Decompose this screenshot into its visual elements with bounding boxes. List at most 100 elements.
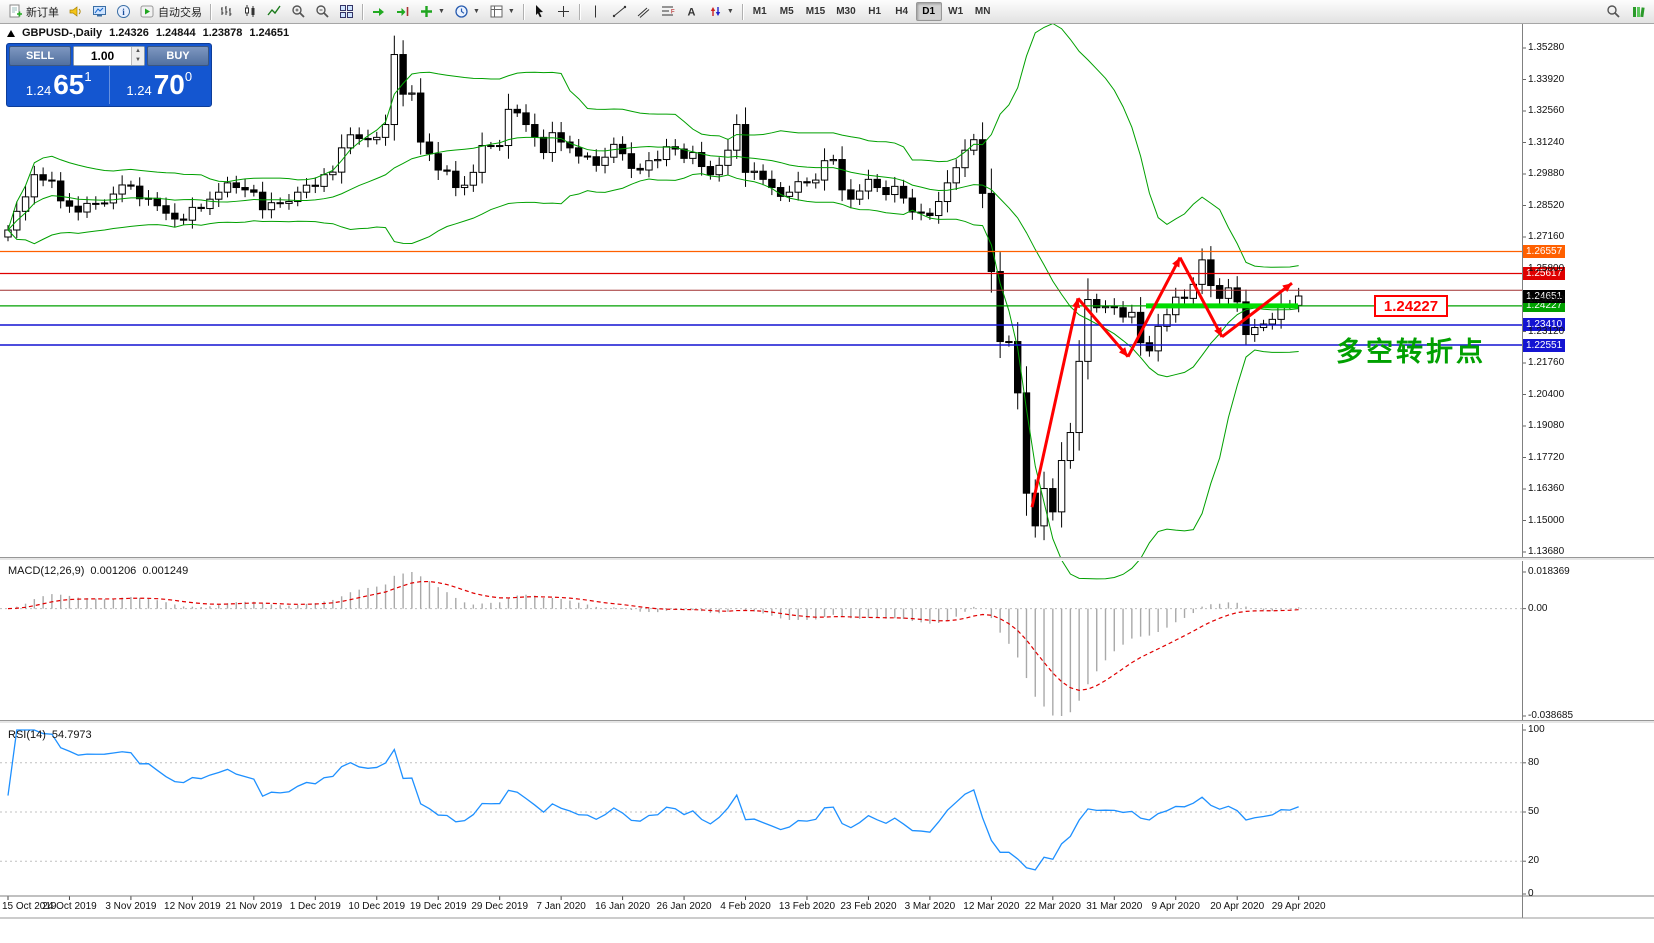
svg-text:A: A xyxy=(687,7,695,19)
crosshair-button[interactable] xyxy=(552,1,575,22)
main-toolbar: 新订单 i 自动交易 ▼ ▼ xyxy=(0,0,1654,24)
trendline-tool-button[interactable] xyxy=(608,1,631,22)
arrows-tool-button[interactable]: ▼ xyxy=(704,1,738,22)
trend-arrows[interactable] xyxy=(1030,256,1293,508)
line-chart-icon xyxy=(267,5,281,16)
new-order-icon xyxy=(9,4,22,18)
toolbar-separator xyxy=(522,3,524,20)
text-tool-button[interactable]: A xyxy=(680,1,703,22)
bar-chart-icon xyxy=(221,6,232,16)
buy-price-pips: 70 xyxy=(153,69,185,100)
horn-icon xyxy=(69,6,81,17)
svg-text:F: F xyxy=(671,10,675,16)
rsi-line xyxy=(7,729,1299,871)
favorites-button[interactable] xyxy=(1627,1,1650,22)
monitor-chart-icon xyxy=(93,6,106,17)
toolbar-separator xyxy=(741,3,743,20)
toolbar-separator xyxy=(210,3,211,20)
lot-size-field: ▲ ▼ xyxy=(73,46,145,66)
chart-shift-icon xyxy=(397,7,409,16)
info-icon: i xyxy=(117,5,130,18)
add-indicator-icon xyxy=(421,6,432,17)
tf-button-m5[interactable]: M5 xyxy=(779,6,794,17)
sell-price[interactable]: 1.24 65 1 xyxy=(9,66,110,104)
chevron-down-icon: ▼ xyxy=(507,8,515,15)
tf-button-m15[interactable]: M15 xyxy=(805,6,826,17)
macd-signal-line xyxy=(7,580,1299,691)
macd-histogram xyxy=(16,572,1300,716)
price-callout-label[interactable]: 1.24227 xyxy=(1374,295,1448,317)
candlestick-icon xyxy=(245,5,255,17)
cursor-button[interactable] xyxy=(528,1,551,22)
clock-icon xyxy=(455,5,468,18)
sound-alert-button[interactable] xyxy=(64,1,87,22)
candles xyxy=(4,35,1303,541)
new-order-label: 新订单 xyxy=(26,6,59,19)
sell-price-point: 1 xyxy=(84,69,92,84)
svg-text:i: i xyxy=(122,7,125,17)
tile-windows-icon xyxy=(340,5,353,18)
zoom-in-button[interactable] xyxy=(287,1,310,22)
buy-price[interactable]: 1.24 70 0 xyxy=(110,66,210,104)
vertical-line-tool-button[interactable] xyxy=(584,1,607,22)
tf-button-h1[interactable]: H1 xyxy=(868,6,882,17)
tf-button-mn[interactable]: MN xyxy=(974,6,991,17)
channel-icon xyxy=(637,7,650,18)
lot-spinner: ▲ ▼ xyxy=(131,47,144,65)
periods-button[interactable]: ▼ xyxy=(450,1,484,22)
buy-button[interactable]: BUY xyxy=(147,46,209,66)
sell-button[interactable]: SELL xyxy=(9,46,71,66)
bollinger-bands xyxy=(7,22,1299,580)
channel-tool-button[interactable] xyxy=(632,1,655,22)
books-icon xyxy=(1633,7,1645,18)
templates-button[interactable]: ▼ xyxy=(485,1,519,22)
tf-button-d1[interactable]: D1 xyxy=(915,2,942,21)
buy-price-prefix: 1.24 xyxy=(126,83,152,98)
chevron-down-icon: ▼ xyxy=(438,8,445,15)
panel-splitter[interactable] xyxy=(0,557,1654,561)
candlestick-chart-button[interactable] xyxy=(239,1,262,22)
one-click-trading-panel: SELL ▲ ▼ BUY 1.24 65 1 1.24 70 0 xyxy=(6,43,212,107)
tf-button-m1[interactable]: M1 xyxy=(752,6,767,17)
auto-scroll-icon xyxy=(373,8,384,16)
autotrading-label: 自动交易 xyxy=(158,6,202,19)
toolbar-separator xyxy=(578,3,580,20)
spinner-up-icon[interactable]: ▲ xyxy=(132,47,144,56)
lot-size-input[interactable] xyxy=(74,47,131,65)
zoom-out-button[interactable] xyxy=(311,1,334,22)
info-button[interactable]: i xyxy=(112,1,135,22)
toolbar-right-group xyxy=(1602,1,1650,22)
autotrading-button[interactable]: 自动交易 xyxy=(136,1,206,22)
fibon acci-icon: F xyxy=(661,6,675,16)
spinner-down-icon[interactable]: ▼ xyxy=(132,56,144,65)
chart-shift-button[interactable] xyxy=(391,1,414,22)
panel-splitter[interactable] xyxy=(0,720,1654,724)
chevron-down-icon: ▼ xyxy=(472,8,480,15)
tf-button-w1[interactable]: W1 xyxy=(948,6,964,17)
zoom-in-icon xyxy=(292,5,305,18)
line-chart-button[interactable] xyxy=(263,1,286,22)
auto-scroll-button[interactable] xyxy=(367,1,390,22)
chevron-down-icon: ▼ xyxy=(726,8,734,15)
new-order-button[interactable]: 新订单 xyxy=(4,1,63,22)
template-grid-icon xyxy=(490,5,503,18)
arrows-icon xyxy=(710,7,721,16)
trendline-icon xyxy=(612,5,627,18)
tf-button-h4[interactable]: H4 xyxy=(895,6,909,17)
indicators-button[interactable]: ▼ xyxy=(415,1,449,22)
tile-windows-button[interactable] xyxy=(335,1,358,22)
cursor-icon xyxy=(535,5,543,18)
tf-button-m30[interactable]: M30 xyxy=(836,6,856,17)
buy-price-point: 0 xyxy=(184,69,193,84)
crosshair-icon xyxy=(557,6,569,17)
search-button[interactable] xyxy=(1602,1,1625,22)
toolbar-separator xyxy=(362,3,363,20)
autotrade-play-icon xyxy=(140,5,154,18)
bar-chart-button[interactable] xyxy=(215,1,238,22)
chart-profile-button[interactable] xyxy=(88,1,111,22)
vertical-line-icon xyxy=(594,5,596,18)
fibonacci-tool-button[interactable]: F xyxy=(656,1,679,22)
sell-price-prefix: 1.24 xyxy=(25,83,52,98)
text-icon: A xyxy=(687,7,695,19)
